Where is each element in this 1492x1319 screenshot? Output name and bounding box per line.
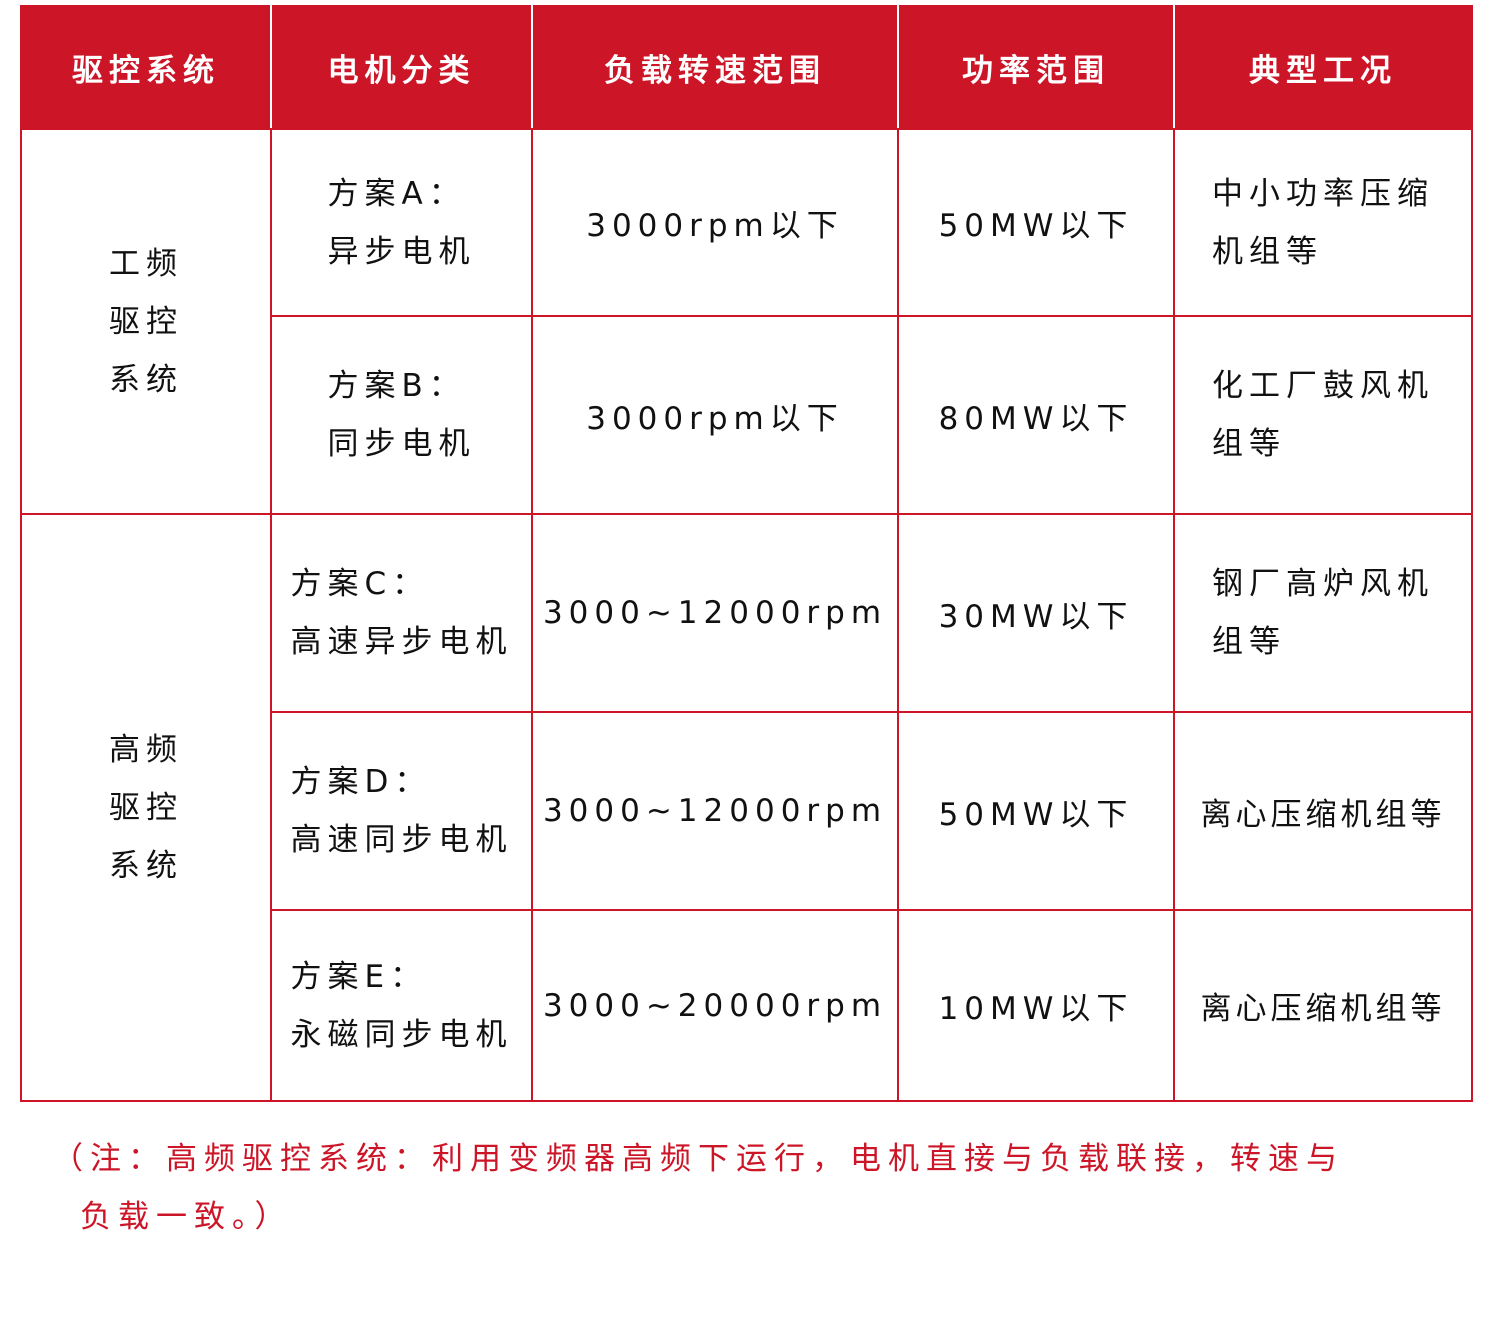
power-cell: 10MW以下 (897, 909, 1175, 1102)
motor-drive-table: 驱控系统 电机分类 负载转速范围 功率范围 典型工况 工频 驱控 系统 方案A： 异步… (20, 5, 1473, 1102)
case-text: 中小功率压缩 (1212, 175, 1434, 212)
motor-type: 高速同步电机 (290, 822, 513, 858)
power-cell: 50MW以下 (897, 128, 1175, 317)
footnote: （注：高频驱控系统：利用变频器高频下运行，电机直接与负载联接，转速与 负载一致。… (52, 1130, 1412, 1246)
case-text: 组等 (1212, 624, 1286, 660)
table-row: 方案B： 同步电机 3000rpm以下 80MW以下 化工厂鼓风机 组等 (21, 315, 1473, 515)
system-text: 工频 (109, 245, 183, 282)
speed-cell: 3000rpm以下 (531, 128, 899, 317)
case-cell: 化工厂鼓风机 组等 (1173, 315, 1473, 515)
scheme-label: 方案D： (290, 764, 432, 800)
motor-type: 永磁同步电机 (290, 1016, 513, 1053)
header-cell: 负载转速范围 (531, 5, 899, 130)
scheme-label: 方案E： (290, 958, 428, 995)
case-text: 钢厂高炉风机 (1212, 566, 1434, 602)
table-row: 高频驱控系统 方案C： 高速异步电机 3000~12000rpm 30MW以下 钢… (20, 513, 1473, 1102)
speed-cell: 3000~20000rpm (531, 909, 899, 1102)
motor-cell: 方案E： 永磁同步电机 (270, 909, 533, 1102)
table-row: 方案D： 高速同步电机 3000~12000rpm 50MW以下 离心压缩机组等 (21, 711, 1473, 911)
case-cell: 离心压缩机组等 (1173, 909, 1473, 1102)
table-row: 工频驱控系统 方案A： 异步电机 3000rpm以下 50MW以下 中小功率压缩机… (20, 128, 1473, 515)
system-text: 驱控 (109, 789, 183, 826)
table-row: 方案E： 永磁同步电机 3000~20000rpm 10MW以下 离心压缩机组等 (21, 909, 1473, 1102)
scheme-label: 方案A： (327, 175, 466, 212)
case-text: 机组等 (1212, 233, 1323, 270)
power-cell: 30MW以下 (897, 513, 1175, 713)
motor-cell: 方案C： 高速异步电机 (270, 513, 533, 713)
speed-cell: 3000~12000rpm (531, 513, 899, 713)
case-text: 化工厂鼓风机 (1212, 368, 1434, 404)
header-cell: 典型工况 (1173, 5, 1473, 130)
power-cell: 50MW以下 (897, 711, 1175, 911)
footnote-line: （注：高频驱控系统：利用变频器高频下运行，电机直接与负载联接，转速与 (52, 1141, 1344, 1177)
system-text: 高频 (109, 731, 183, 768)
case-cell: 钢厂高炉风机 组等 (1173, 513, 1473, 713)
system-text: 系统 (109, 847, 183, 884)
speed-cell: 3000~12000rpm (531, 711, 899, 911)
scheme-label: 方案B： (327, 368, 466, 404)
scheme-label: 方案C： (290, 566, 430, 602)
motor-cell: 方案D： 高速同步电机 (270, 711, 533, 911)
motor-cell: 方案A： 异步电机 (270, 128, 533, 317)
system-cell: 高频 驱控 系统 (20, 513, 272, 1102)
case-cell: 中小功率压缩 机组等 (1173, 128, 1473, 317)
system-cell: 工频 驱控 系统 (20, 128, 272, 515)
case-cell: 离心压缩机组等 (1173, 711, 1473, 911)
header-row: 驱控系统 电机分类 负载转速范围 功率范围 典型工况 (20, 5, 1473, 130)
motor-type: 同步电机 (327, 426, 476, 462)
motor-cell: 方案B： 同步电机 (270, 315, 533, 515)
system-text: 系统 (109, 361, 183, 398)
motor-type: 异步电机 (327, 233, 476, 270)
case-text: 组等 (1212, 426, 1286, 462)
header-cell: 电机分类 (270, 5, 533, 130)
header-cell: 功率范围 (897, 5, 1175, 130)
system-text: 驱控 (109, 303, 183, 340)
footnote-line: 负载一致。） (80, 1199, 293, 1235)
speed-cell: 3000rpm以下 (531, 315, 899, 515)
header-cell: 驱控系统 (20, 5, 272, 130)
motor-type: 高速异步电机 (290, 624, 513, 660)
power-cell: 80MW以下 (897, 315, 1175, 515)
